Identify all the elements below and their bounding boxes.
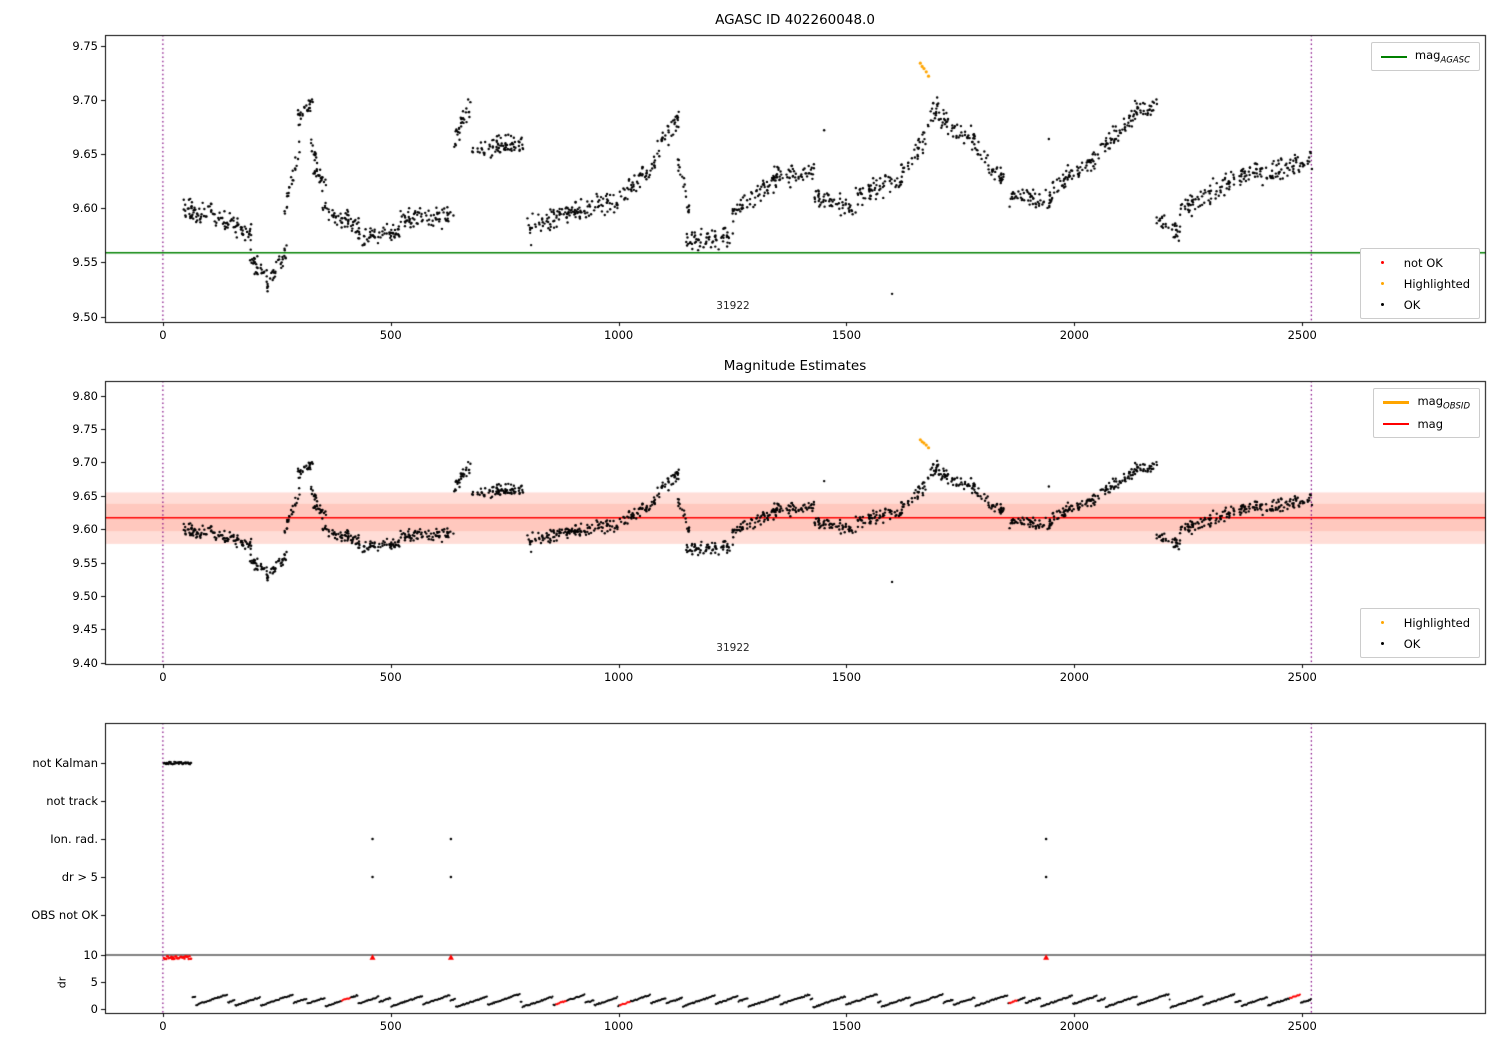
plot1-title: AGASC ID 402260048.0 (715, 12, 875, 28)
legend-label: Highlighted (1403, 276, 1470, 291)
legend-label: magAGASC (1414, 47, 1470, 66)
legend-line-swatch (1383, 422, 1410, 425)
legend-line-swatch (1380, 55, 1407, 58)
legend-item: OK (1370, 634, 1470, 653)
legend-dot-swatch (1370, 620, 1396, 625)
legend-item: not OK (1370, 253, 1470, 272)
plot2-obsid-annotation: 31922 (716, 642, 750, 654)
legend-dot-swatch (1370, 302, 1396, 307)
legend-dot-swatch (1370, 281, 1396, 286)
legend-item: magOBSID (1383, 393, 1470, 412)
legend-label: OK (1403, 636, 1421, 651)
legend-label: not OK (1403, 255, 1443, 270)
legend-line-swatch (1383, 400, 1410, 405)
legend-label: magOBSID (1417, 393, 1470, 412)
legend-label: OK (1403, 297, 1421, 312)
plot2-title: Magnitude Estimates (723, 358, 867, 374)
legend-label: Highlighted (1403, 615, 1470, 630)
plot1-obsid-annotation: 31922 (716, 300, 750, 312)
legend-dot-swatch (1370, 641, 1396, 646)
legend-label: mag (1417, 416, 1444, 431)
plot2-marker-legend: Highlighted OK (1359, 608, 1480, 658)
legend-dot-swatch (1370, 260, 1396, 265)
legend-item: mag (1383, 414, 1470, 433)
legend-item: magAGASC (1380, 47, 1470, 66)
plot1-marker-legend: not OK Highlighted OK (1359, 248, 1480, 319)
legend-item: Highlighted (1370, 613, 1470, 632)
legend-item: OK (1370, 295, 1470, 314)
legend-item: Highlighted (1370, 274, 1470, 293)
plot1-line-legend: magAGASC (1370, 42, 1480, 71)
plot2-line-legend: magOBSID mag (1373, 388, 1480, 438)
dr-axis-label: dr (55, 976, 69, 989)
